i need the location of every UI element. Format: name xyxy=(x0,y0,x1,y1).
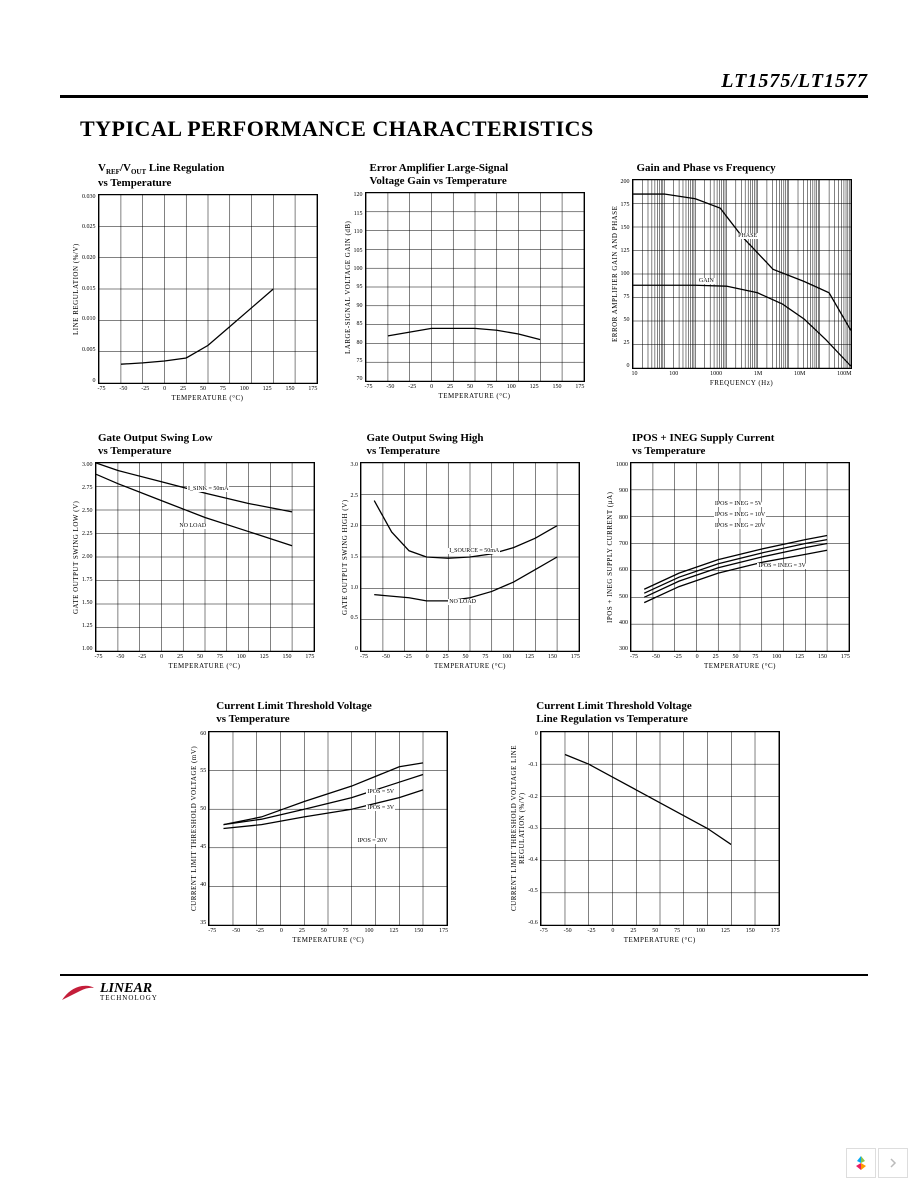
y-axis-ticks: 3.02.52.01.51.00.50 xyxy=(351,462,361,652)
y-axis-label: CURRENT LIMIT THRESHOLD VOLTAGE LINE REG… xyxy=(508,731,528,926)
corner-next-button[interactable] xyxy=(878,1148,908,1178)
charts-row-2: Gate Output Swing Lowvs Temperature GATE … xyxy=(70,432,868,670)
chart-title: Gate Output Swing Lowvs Temperature xyxy=(98,432,315,458)
plot-area xyxy=(98,194,318,384)
chart-annotation: PHASE xyxy=(737,233,758,239)
x-axis-label: TEMPERATURE (°C) xyxy=(208,936,448,944)
x-axis-ticks: -75-50-250255075100125150175 xyxy=(540,928,780,934)
y-axis-ticks: 0.0300.0250.0200.0150.0100.0050 xyxy=(82,194,98,384)
chart-supply-current: IPOS + INEG Supply Currentvs Temperature… xyxy=(604,432,850,670)
chart-annotation: IPOS = INEG = 5V xyxy=(714,501,763,507)
chart-swing-high: Gate Output Swing Highvs Temperature GATE… xyxy=(339,432,581,670)
x-axis-label: TEMPERATURE (°C) xyxy=(630,662,850,670)
corner-nav-widget xyxy=(846,1148,908,1178)
footer-logo: LINEAR TECHNOLOGY xyxy=(60,982,868,1004)
y-axis-ticks: 3.002.752.502.252.001.751.501.251.00 xyxy=(82,462,95,652)
x-axis-label: TEMPERATURE (°C) xyxy=(540,936,780,944)
x-axis-label: TEMPERATURE (°C) xyxy=(98,394,318,402)
chart-ilim-threshold: Current Limit Threshold Voltagevs Temper… xyxy=(188,700,448,943)
chart-swing-low: Gate Output Swing Lowvs Temperature GATE … xyxy=(70,432,315,670)
chart-title: Gate Output Swing Highvs Temperature xyxy=(367,432,581,458)
chart-annotation: NO LOAD xyxy=(178,523,207,529)
plot-area: I_SOURCE = 50mA NO LOAD xyxy=(360,462,580,652)
chart-title: Gain and Phase vs Frequency xyxy=(637,162,852,175)
chart-line-regulation: VREF/VOUT Line Regulationvs Temperature L… xyxy=(70,162,318,402)
y-axis-label: GATE OUTPUT SWING LOW (V) xyxy=(70,462,82,652)
chart-title: IPOS + INEG Supply Currentvs Temperature xyxy=(632,432,850,458)
plot-area xyxy=(540,731,780,926)
section-title: TYPICAL PERFORMANCE CHARACTERISTICS xyxy=(80,116,868,142)
y-axis-label: GATE OUTPUT SWING HIGH (V) xyxy=(339,462,351,652)
charts-row-3: Current Limit Threshold Voltagevs Temper… xyxy=(100,700,868,943)
chart-error-amp-gain: Error Amplifier Large-SignalVoltage Gain… xyxy=(342,162,585,402)
logo-swoosh-icon xyxy=(60,982,96,1004)
plot-area xyxy=(365,192,585,382)
header-rule xyxy=(60,95,868,98)
x-axis-ticks: -75-50-250255075100125150175 xyxy=(365,384,585,390)
chart-annotation: IPOS = 3V xyxy=(366,805,395,811)
chart-title: Error Amplifier Large-SignalVoltage Gain… xyxy=(370,162,585,188)
x-axis-ticks: -75-50-250255075100125150175 xyxy=(98,386,318,392)
charts-row-1: VREF/VOUT Line Regulationvs Temperature L… xyxy=(70,162,868,402)
logo-subtext: TECHNOLOGY xyxy=(100,994,158,1002)
x-axis-label: TEMPERATURE (°C) xyxy=(360,662,580,670)
plot-area: IPOS = 5V IPOS = 3V IPOS = 20V xyxy=(208,731,448,926)
chart-annotation: I_SOURCE = 50mA xyxy=(448,548,500,554)
corner-app-icon[interactable] xyxy=(846,1148,876,1178)
y-axis-label: LARGE-SIGNAL VOLTAGE GAIN (dB) xyxy=(342,192,354,382)
chart-title: VREF/VOUT Line Regulationvs Temperature xyxy=(98,162,318,190)
x-axis-ticks: 1010010001M10M100M xyxy=(632,371,852,377)
chart-annotation: IPOS = INEG = 3V xyxy=(757,563,806,569)
y-axis-ticks: 1000900800700600500400300 xyxy=(616,462,630,652)
plot-area: PHASE GAIN xyxy=(632,179,852,369)
x-axis-label: FREQUENCY (Hz) xyxy=(632,379,852,387)
y-axis-ticks: 605550454035 xyxy=(200,731,208,926)
y-axis-label: LINE REGULATION (%/V) xyxy=(70,194,82,384)
y-axis-ticks: 2001751501251007550250 xyxy=(621,179,632,369)
x-axis-label: TEMPERATURE (°C) xyxy=(95,662,315,670)
chart-annotation: IPOS = 20V xyxy=(357,838,389,844)
x-axis-ticks: -75-50-250255075100125150175 xyxy=(360,654,580,660)
chart-annotation: IPOS = INEG = 20V xyxy=(714,523,766,529)
x-axis-ticks: -75-50-250255075100125150175 xyxy=(95,654,315,660)
x-axis-label: TEMPERATURE (°C) xyxy=(365,392,585,400)
chart-annotation: IPOS = 5V xyxy=(366,789,395,795)
x-axis-ticks: -75-50-250255075100125150175 xyxy=(208,928,448,934)
footer-rule xyxy=(60,974,868,976)
y-axis-ticks: 0-0.1-0.2-0.3-0.4-0.5-0.6 xyxy=(528,731,540,926)
chart-gain-phase: Gain and Phase vs Frequency ERROR AMPLIFI… xyxy=(609,162,852,402)
chart-annotation: GAIN xyxy=(698,278,715,284)
x-axis-ticks: -75-50-250255075100125150175 xyxy=(630,654,850,660)
chart-annotation: I_SINK = 50mA xyxy=(187,486,229,492)
y-axis-label: CURRENT LIMIT THRESHOLD VOLTAGE (mV) xyxy=(188,731,200,926)
chart-title: Current Limit Threshold Voltagevs Temper… xyxy=(216,700,448,726)
chart-annotation: NO LOAD xyxy=(448,599,477,605)
chart-title: Current Limit Threshold VoltageLine Regu… xyxy=(536,700,780,726)
y-axis-label: IPOS + INEG SUPPLY CURRENT (µA) xyxy=(604,462,616,652)
y-axis-label: ERROR AMPLIFIER GAIN AND PHASE xyxy=(609,179,621,369)
y-axis-ticks: 120115110105100959085807570 xyxy=(354,192,365,382)
plot-area: IPOS = INEG = 5V IPOS = INEG = 10V IPOS = … xyxy=(630,462,850,652)
chart-ilim-line-reg: Current Limit Threshold VoltageLine Regu… xyxy=(508,700,780,943)
plot-area: I_SINK = 50mA NO LOAD xyxy=(95,462,315,652)
chart-annotation: IPOS = INEG = 10V xyxy=(714,512,766,518)
logo-text: LINEAR xyxy=(100,983,158,995)
part-number: LT1575/LT1577 xyxy=(60,70,868,93)
